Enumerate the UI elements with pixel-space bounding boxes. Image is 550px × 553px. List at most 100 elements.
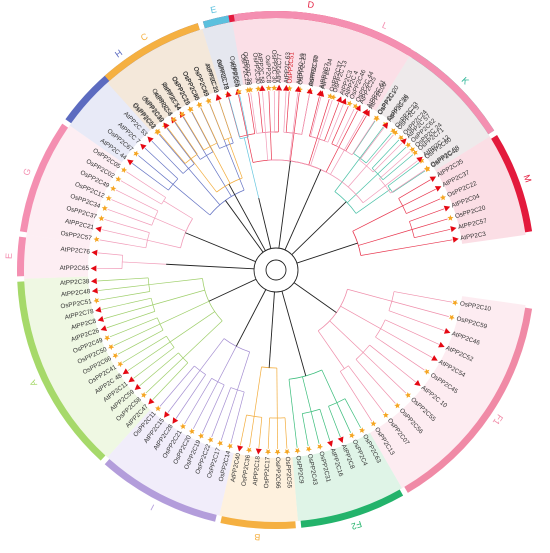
at-leaf-marker [431, 355, 438, 361]
branch [194, 365, 206, 375]
branch [268, 91, 271, 133]
branch [329, 320, 364, 353]
branch [107, 208, 152, 226]
leaf-label: AtPP2C 19 [295, 53, 306, 85]
branch [253, 366, 262, 417]
clade-letters: D K M F1 F2 B I A E G H E L C [4, 0, 534, 542]
os-leaf-marker [247, 86, 254, 93]
branch [316, 98, 330, 139]
branch [258, 91, 263, 133]
branch [202, 384, 225, 434]
branch [209, 103, 225, 141]
clade-sector [292, 432, 402, 522]
at-leaf-marker [225, 91, 232, 98]
branch [351, 120, 375, 156]
branch [345, 115, 367, 152]
os-leaf-marker [187, 106, 194, 113]
branch [159, 133, 186, 164]
branch [292, 92, 299, 134]
os-leaf-marker [235, 88, 242, 95]
branch [200, 107, 218, 144]
os-leaf-marker [397, 134, 404, 141]
os-leaf-marker [330, 94, 337, 101]
branch [283, 131, 302, 135]
branch [359, 127, 385, 161]
os-leaf-marker [178, 111, 186, 118]
branch [359, 126, 384, 159]
os-leaf-marker [101, 205, 108, 211]
leaf-label: OsPP2C29 [239, 54, 251, 87]
leaf-label: AtPP2C3 [460, 231, 487, 242]
branch [224, 136, 232, 141]
branch [334, 191, 357, 214]
branch [133, 347, 175, 379]
branch [188, 168, 221, 206]
root-branch [296, 242, 358, 264]
os-leaf-marker [110, 185, 117, 192]
clade-ring-segment [233, 11, 495, 135]
branch [302, 376, 312, 412]
os-leaf-marker [418, 157, 425, 164]
clade-letter: L [381, 20, 390, 31]
branch [348, 365, 385, 413]
leaf-label: AtPP2C77 [276, 53, 284, 83]
os-leaf-marker [108, 344, 115, 351]
branch [340, 305, 381, 329]
branch [159, 300, 210, 325]
branch [339, 371, 373, 422]
branch [270, 132, 272, 161]
at-leaf-marker [337, 436, 344, 444]
branch [293, 92, 300, 134]
branch [227, 138, 243, 179]
branch [139, 352, 179, 387]
branch [104, 219, 150, 233]
root-branch [291, 201, 347, 255]
branch [392, 170, 426, 193]
branch [158, 134, 189, 169]
branch [412, 218, 448, 230]
branch [265, 132, 269, 161]
os-leaf-marker [154, 128, 162, 135]
branch [220, 389, 238, 441]
branch [321, 369, 338, 403]
branch [308, 138, 318, 166]
root-branch [281, 291, 307, 377]
os-leaf-marker [359, 427, 366, 434]
at-leaf-marker [294, 85, 301, 93]
os-leaf-marker [346, 100, 353, 107]
clade-sector [232, 17, 490, 171]
branch [154, 217, 187, 232]
branch [355, 188, 391, 214]
branch [371, 139, 400, 169]
root-branch [235, 289, 267, 347]
os-leaf-marker [452, 299, 459, 306]
branch [366, 134, 394, 167]
branch [346, 173, 379, 203]
root-branch [225, 200, 264, 253]
at-leaf-marker [450, 226, 457, 233]
branch [387, 162, 420, 187]
branch [237, 351, 250, 391]
at-leaf-marker [416, 156, 423, 163]
branch [355, 344, 370, 360]
clade-sector [24, 234, 90, 279]
root-node [253, 247, 299, 293]
branch [343, 114, 365, 151]
os-leaf-marker [98, 215, 105, 222]
branch [380, 328, 433, 358]
branch [336, 145, 353, 156]
branch [289, 132, 294, 161]
branch [147, 239, 181, 249]
branch [388, 310, 445, 332]
branch [151, 140, 184, 174]
branch [387, 185, 393, 193]
branch [319, 409, 331, 441]
clade-ring-segment [300, 489, 404, 528]
clade-ring-segment [491, 135, 533, 233]
os-leaf-marker [327, 93, 334, 100]
branch [182, 116, 207, 156]
at-leaf-marker [97, 315, 104, 322]
os-leaf-marker [294, 447, 301, 454]
at-leaf-marker [148, 398, 155, 405]
leaf-label: OsPP2C55 [284, 456, 293, 488]
